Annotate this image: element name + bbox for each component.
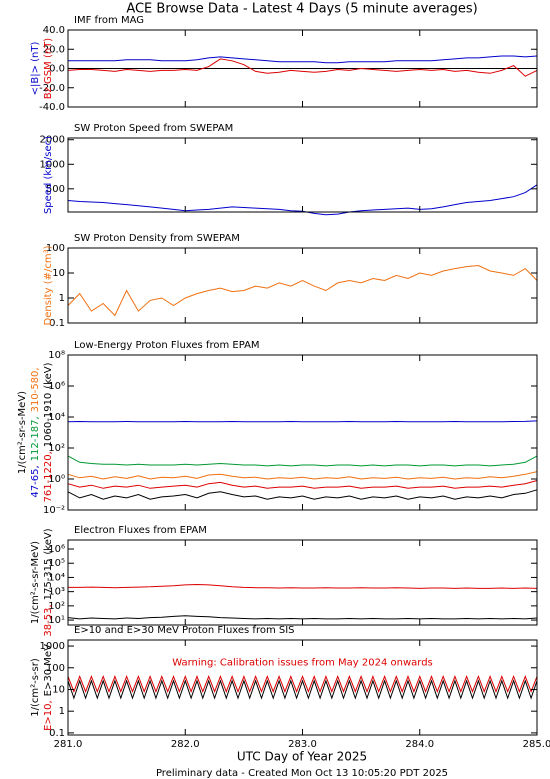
y-tick-label: 10²	[48, 601, 65, 612]
y-axis-label-part: 175-315	[43, 559, 54, 601]
series-line	[67, 615, 538, 620]
y-axis-label-part: E>10,	[43, 700, 54, 731]
series-line	[67, 679, 538, 700]
series-line	[68, 55, 538, 64]
series-line	[67, 489, 538, 500]
y-tick-label: 0.1	[49, 318, 65, 329]
y-tick-label: 10²	[48, 443, 65, 454]
x-tick-label: 283.0	[288, 739, 317, 750]
panel-title: SW Proton Speed from SWEPAM	[74, 123, 233, 134]
series-line	[67, 471, 538, 480]
y-axis-label: Bz GSM (nT)	[43, 38, 54, 100]
panel-title: Low-Energy Proton Fluxes from EPAM	[74, 340, 260, 351]
annotation: Warning: Calibration issues from May 202…	[172, 657, 433, 668]
y-tick-label: 0.1	[49, 728, 65, 739]
y-axis-label-part: 1/(cm²-s-sr)	[30, 658, 41, 717]
y-tick-label: 10⁶	[48, 381, 65, 392]
y-tick-label: 100	[46, 243, 65, 254]
y-axis-label-part: 310-580,	[30, 367, 41, 412]
panel-title: E>10 and E>30 MeV Proton Fluxes from SIS	[74, 625, 295, 636]
y-axis-label: 38-53, 175-315 (keV)	[43, 528, 54, 636]
y-tick-label: 10³	[48, 587, 65, 598]
y-axis-label: 47-65, 112-187, 310-580,	[30, 367, 41, 497]
x-tick-label: 284.0	[405, 739, 434, 750]
y-axis-label-part: (keV)	[43, 528, 54, 554]
page-title: ACE Browse Data - Latest 4 Days (5 minut…	[126, 2, 477, 17]
plot-frame	[67, 639, 538, 736]
y-axis-label-part: 38-53,	[43, 604, 54, 636]
y-axis-label: E>10, E>30 MeV	[43, 644, 54, 731]
series-line	[68, 583, 538, 589]
y-tick-label: -40.0	[39, 102, 65, 113]
y-tick-label: 500	[46, 184, 65, 195]
series-line	[67, 420, 538, 423]
y-tick-label: 20.0	[43, 44, 65, 55]
y-tick-label: 0.0	[49, 64, 65, 75]
y-axis-label: Density (#/cm³)	[43, 245, 54, 325]
y-axis-label-part: 1060-1910	[43, 393, 54, 448]
y-axis-label-part: <|B|> (nT)	[30, 42, 41, 96]
y-axis-label-part: 47-65,	[30, 465, 41, 497]
y-axis-label-part: (keV)	[43, 362, 54, 388]
y-axis-label-part: Speed (km/sec)	[43, 136, 54, 214]
y-tick-label: 10¹	[48, 615, 65, 626]
y-axis-label: <|B|> (nT)	[30, 42, 41, 96]
y-tick-label: 10⁴	[48, 572, 65, 583]
panel-title: IMF from MAG	[74, 15, 144, 26]
y-tick-label: 1000	[40, 159, 65, 170]
y-tick-label: 10⁴	[48, 412, 65, 423]
x-tick-label: 281.0	[54, 739, 83, 750]
y-tick-label: 10⁸	[48, 350, 65, 361]
y-axis-label-part: 1/(cm²-sr-s-MeV)	[17, 391, 28, 474]
y-axis-label-part: 1/(cm²-s-sr-MeV)	[30, 541, 41, 624]
y-tick-label: 10	[52, 268, 65, 279]
y-tick-label: 1000	[40, 641, 65, 652]
y-axis-label: 761-1220, 1060-1910 (keV)	[43, 362, 54, 502]
y-tick-label: 10⁰	[48, 474, 65, 485]
panel-title: SW Proton Density from SWEPAM	[74, 233, 240, 244]
y-tick-label: 10⁶	[48, 544, 65, 555]
y-tick-label: 10⁵	[48, 558, 65, 569]
y-axis-label-part: Density (#/cm³)	[43, 245, 54, 325]
series-line	[67, 480, 538, 489]
y-axis-label: 1/(cm²-s-sr)	[30, 658, 41, 717]
y-axis-label-part: E>30 MeV	[43, 644, 54, 696]
y-tick-label: 100	[46, 663, 65, 674]
y-tick-label: 40.0	[43, 25, 65, 36]
y-axis-label-part: Bz GSM (nT)	[43, 38, 54, 100]
panel-title: Electron Fluxes from EPAM	[74, 525, 207, 536]
y-axis-label: 1/(cm²-sr-s-MeV)	[17, 391, 28, 474]
series-line	[67, 58, 538, 77]
x-axis-label: UTC Day of Year 2025	[237, 750, 367, 764]
x-tick-label: 282.0	[171, 739, 200, 750]
y-tick-label: 2000	[40, 135, 65, 146]
y-tick-label: 10⁻²	[43, 505, 65, 516]
y-axis-label: 1/(cm²-s-sr-MeV)	[30, 541, 41, 624]
series-line	[67, 455, 538, 467]
y-tick-label: -20.0	[39, 83, 65, 94]
footnote: Preliminary data - Created Mon Oct 13 10…	[156, 768, 448, 779]
y-tick-label: 1	[59, 293, 65, 304]
x-tick-label: 285.0	[523, 739, 550, 750]
plot-frame	[67, 539, 538, 626]
series-line	[67, 675, 538, 693]
y-axis-label: Speed (km/sec)	[43, 136, 54, 214]
y-axis-label-part: 112-187,	[30, 416, 41, 461]
y-axis-label-part: 761-1220,	[43, 451, 54, 502]
y-tick-label: 1	[59, 706, 65, 717]
y-tick-label: 10	[52, 684, 65, 695]
series-line	[67, 264, 538, 317]
plot-frame	[67, 137, 538, 213]
